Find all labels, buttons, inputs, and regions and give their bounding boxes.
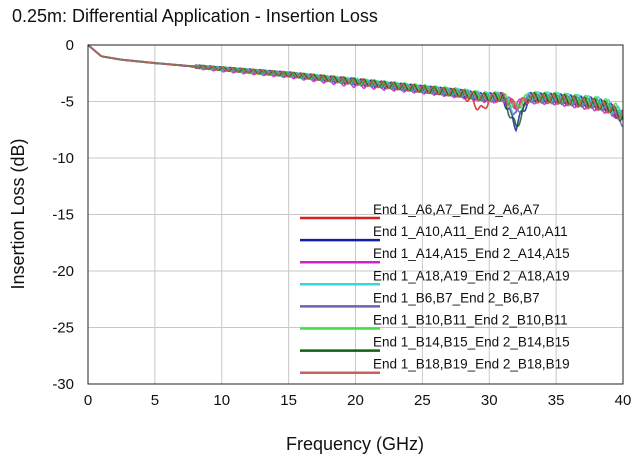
y-tick-label: -15 — [52, 207, 74, 224]
y-tick-label: -10 — [52, 150, 74, 167]
x-tick-label: 30 — [481, 392, 498, 409]
legend-label: End 1_A10,A11_End 2_A10,A11 — [373, 224, 568, 239]
series-lines — [87, 44, 624, 133]
legend-label: End 1_B14,B15_End 2_B14,B15 — [373, 335, 570, 350]
legend: End 1_A6,A7_End 2_A6,A7 End 1_A10,A11_End… — [300, 202, 570, 374]
x-tick-label: 10 — [213, 392, 230, 409]
x-tick-label: 25 — [414, 392, 431, 409]
x-tick-label: 35 — [548, 392, 565, 409]
series-line-7 — [87, 44, 624, 121]
y-tick-label: -20 — [52, 263, 74, 280]
chart-title: 0.25m: Differential Application - Insert… — [12, 6, 378, 26]
plot-frame — [87, 44, 624, 385]
x-tick-label: 20 — [347, 392, 364, 409]
legend-label: End 1_A18,A19_End 2_A18,A19 — [373, 268, 570, 283]
x-tick-label: 5 — [151, 392, 159, 409]
y-axis-label: Insertion Loss (dB) — [8, 138, 28, 289]
legend-label: End 1_A14,A15_End 2_A14,A15 — [373, 246, 570, 261]
legend-label: End 1_B10,B11_End 2_B10,B11 — [373, 313, 568, 328]
y-tick-label: -5 — [61, 94, 74, 111]
x-axis-label: Frequency (GHz) — [286, 434, 424, 454]
legend-label: End 1_B6,B7_End 2_B6,B7 — [373, 290, 540, 305]
y-tick-label: -30 — [52, 376, 74, 393]
legend-label: End 1_B18,B19_End 2_B18,B19 — [373, 357, 570, 372]
y-tick-label: -25 — [52, 320, 74, 337]
x-tick-label: 0 — [84, 392, 92, 409]
y-tick-label: 0 — [66, 37, 74, 54]
legend-label: End 1_A6,A7_End 2_A6,A7 — [373, 202, 540, 217]
x-tick-label: 40 — [615, 392, 632, 409]
grid — [87, 44, 624, 385]
tick-labels: 0 5 10 15 20 25 30 35 40 0 -5 -10 -15 -20 -25 -30 — [52, 37, 631, 409]
x-tick-label: 15 — [280, 392, 297, 409]
